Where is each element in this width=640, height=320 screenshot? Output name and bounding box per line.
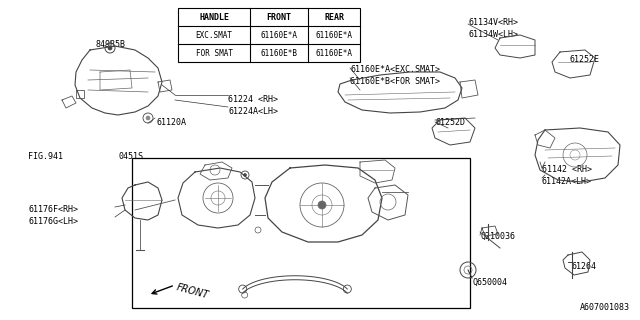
Text: 61160E*B: 61160E*B [260, 49, 298, 58]
Bar [178, 8, 360, 62]
Text: 61134W<LH>: 61134W<LH> [468, 30, 518, 39]
Text: A607001083: A607001083 [580, 303, 630, 312]
Text: FRONT: FRONT [266, 12, 291, 21]
Circle shape [243, 173, 246, 177]
Text: FIG.941: FIG.941 [28, 152, 63, 161]
Text: 61264: 61264 [572, 262, 597, 271]
Bar [132, 158, 470, 308]
Text: FRONT: FRONT [175, 282, 210, 300]
Text: EXC.SMAT: EXC.SMAT [195, 30, 232, 39]
Text: 61160E*B<FOR SMAT>: 61160E*B<FOR SMAT> [350, 77, 440, 86]
Text: 61176F<RH>: 61176F<RH> [28, 205, 78, 214]
Text: 61252E: 61252E [570, 55, 600, 64]
Text: Q210036: Q210036 [480, 232, 515, 241]
Text: 61160E*A: 61160E*A [316, 30, 353, 39]
Text: 61252D: 61252D [435, 118, 465, 127]
Text: Q650004: Q650004 [472, 278, 507, 287]
Text: 61120A: 61120A [156, 118, 186, 127]
Text: 0451S: 0451S [118, 152, 143, 161]
Circle shape [318, 201, 326, 209]
Text: 61160E*A: 61160E*A [260, 30, 298, 39]
Text: 61142 <RH>: 61142 <RH> [542, 165, 592, 174]
Circle shape [108, 46, 112, 50]
Text: 61160E*A<EXC.SMAT>: 61160E*A<EXC.SMAT> [350, 65, 440, 74]
Circle shape [146, 116, 150, 120]
Text: HANDLE: HANDLE [199, 12, 229, 21]
Text: 61142A<LH>: 61142A<LH> [542, 177, 592, 186]
Text: 61224 <RH>: 61224 <RH> [228, 95, 278, 104]
Text: 84985B: 84985B [95, 40, 125, 49]
Text: 61134V<RH>: 61134V<RH> [468, 18, 518, 27]
Text: REAR: REAR [324, 12, 344, 21]
Text: 61160E*A: 61160E*A [316, 49, 353, 58]
Text: FOR SMAT: FOR SMAT [195, 49, 232, 58]
Text: 61176G<LH>: 61176G<LH> [28, 217, 78, 226]
Text: 61224A<LH>: 61224A<LH> [228, 107, 278, 116]
